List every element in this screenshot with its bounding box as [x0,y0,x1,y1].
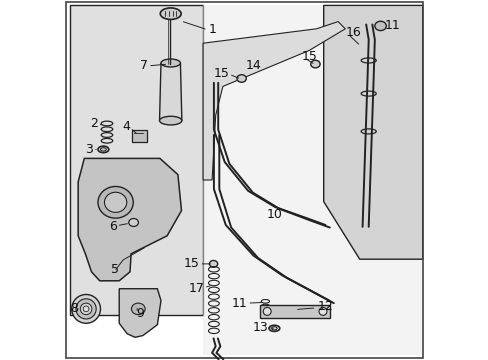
Ellipse shape [128,219,138,226]
Text: 5: 5 [110,263,118,276]
Ellipse shape [104,192,126,212]
Ellipse shape [161,59,180,67]
Text: 2: 2 [90,117,98,130]
Polygon shape [159,63,182,121]
Text: 1: 1 [208,23,216,36]
Text: 14: 14 [244,59,261,72]
Text: 11: 11 [384,19,400,32]
Ellipse shape [209,261,217,267]
Text: 10: 10 [266,208,282,221]
Circle shape [318,307,326,315]
Circle shape [83,306,89,312]
Text: 11: 11 [231,297,247,310]
Circle shape [80,303,92,315]
Polygon shape [203,5,422,355]
Ellipse shape [131,303,145,315]
Polygon shape [323,5,422,259]
Polygon shape [119,289,161,337]
Text: 16: 16 [345,26,360,39]
Text: 17: 17 [188,282,204,294]
Text: 7: 7 [140,59,148,72]
Ellipse shape [101,148,106,151]
Text: 9: 9 [136,307,143,320]
Polygon shape [132,130,146,142]
Text: 15: 15 [301,50,317,63]
Polygon shape [203,22,345,180]
Ellipse shape [374,21,386,31]
Text: 3: 3 [85,143,93,156]
Circle shape [72,294,101,323]
Ellipse shape [98,186,133,218]
Text: 4: 4 [122,120,130,133]
Circle shape [76,299,96,319]
Text: 8: 8 [70,302,78,315]
Polygon shape [70,5,203,315]
Text: 15: 15 [183,257,200,270]
Circle shape [263,307,270,315]
Ellipse shape [237,75,246,82]
Text: 15: 15 [213,67,229,80]
Polygon shape [78,158,181,281]
Ellipse shape [159,116,182,125]
Text: 13: 13 [252,321,268,334]
Polygon shape [260,305,329,318]
Ellipse shape [310,60,320,68]
Ellipse shape [271,327,277,330]
Text: 12: 12 [317,300,332,313]
Ellipse shape [160,8,181,19]
Text: 6: 6 [109,220,117,233]
